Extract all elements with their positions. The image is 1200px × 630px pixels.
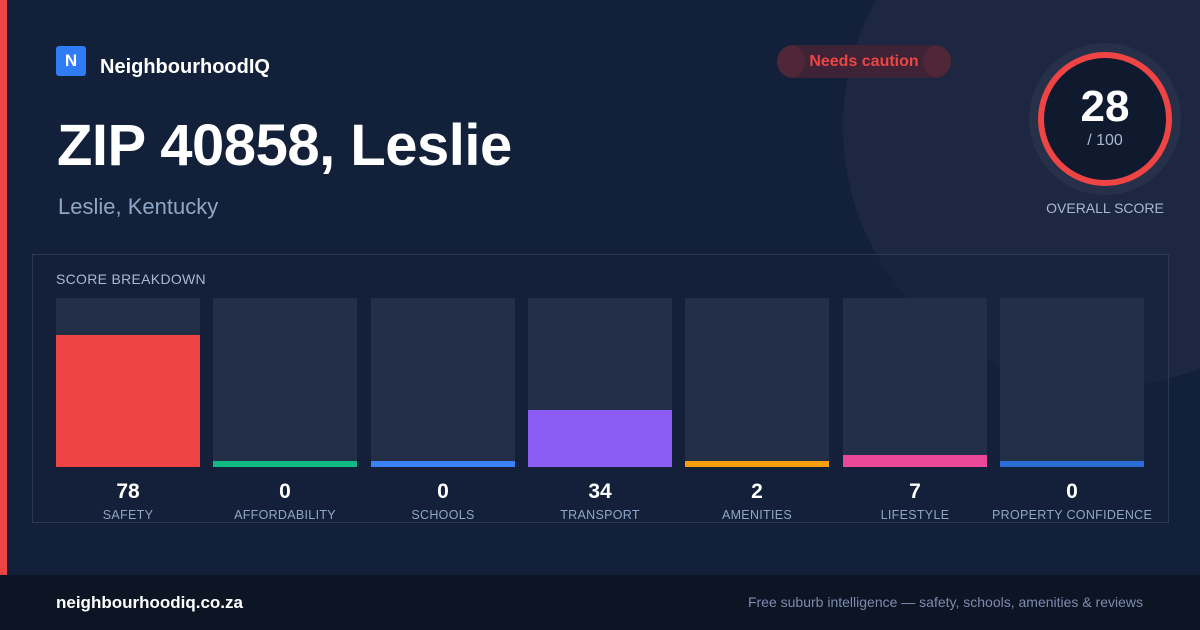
bar-value-property-confidence: 0 bbox=[1066, 480, 1078, 503]
bar-affordability bbox=[213, 461, 357, 467]
page-title: ZIP 40858, Leslie bbox=[57, 113, 512, 178]
bar-transport bbox=[528, 410, 672, 467]
bar-label-safety: SAFETY bbox=[102, 508, 154, 522]
score-breakdown-title: SCORE BREAKDOWN bbox=[56, 271, 206, 287]
bar-value-amenities: 2 bbox=[751, 480, 763, 503]
brand-logo-icon: N bbox=[56, 46, 86, 76]
bar-track-lifestyle bbox=[843, 298, 987, 467]
bar-track-safety bbox=[56, 298, 200, 467]
bar-property-confidence bbox=[1000, 461, 1144, 467]
bar-label-transport: TRANSPORT bbox=[560, 508, 640, 522]
footer-url: neighbourhoodiq.co.za bbox=[56, 593, 243, 612]
bar-value-transport: 34 bbox=[588, 480, 612, 503]
bar-track-property-confidence bbox=[1000, 298, 1144, 467]
bar-value-schools: 0 bbox=[437, 480, 449, 503]
status-badge: Needs caution bbox=[777, 45, 951, 78]
accent-stripe bbox=[0, 0, 7, 575]
overall-score-label: OVERALL SCORE bbox=[1046, 200, 1164, 216]
bar-label-property-confidence: PROPERTY CONFIDENCE bbox=[992, 508, 1153, 522]
brand-name: NeighbourhoodIQ bbox=[100, 56, 270, 78]
footer bbox=[0, 575, 1200, 630]
bar-safety bbox=[56, 335, 200, 467]
score-ring bbox=[1038, 52, 1172, 186]
bar-lifestyle bbox=[843, 455, 987, 467]
location-subtitle: Leslie, Kentucky bbox=[58, 194, 219, 219]
bar-track-transport bbox=[528, 298, 672, 467]
bar-value-affordability: 0 bbox=[279, 480, 291, 503]
bar-label-lifestyle: LIFESTYLE bbox=[880, 508, 950, 522]
footer-tagline: Free suburb intelligence — safety, schoo… bbox=[747, 594, 1143, 610]
bar-label-affordability: AFFORDABILITY bbox=[234, 508, 336, 522]
bar-track-schools bbox=[371, 298, 515, 467]
bar-label-schools: SCHOOLS bbox=[411, 508, 475, 522]
badge-cap-right bbox=[923, 45, 951, 78]
overall-score-max: / 100 bbox=[1087, 132, 1123, 149]
bar-track-amenities bbox=[685, 298, 829, 467]
bar-label-amenities: AMENITIES bbox=[721, 508, 793, 522]
bar-schools bbox=[371, 461, 515, 467]
bar-value-safety: 78 bbox=[116, 480, 140, 503]
bar-value-lifestyle: 7 bbox=[909, 480, 921, 503]
bar-amenities bbox=[685, 461, 829, 467]
bar-track-affordability bbox=[213, 298, 357, 467]
overall-score-value: 28 bbox=[1080, 82, 1130, 131]
status-badge-label: Needs caution bbox=[809, 53, 919, 70]
badge-cap-left bbox=[777, 45, 805, 78]
